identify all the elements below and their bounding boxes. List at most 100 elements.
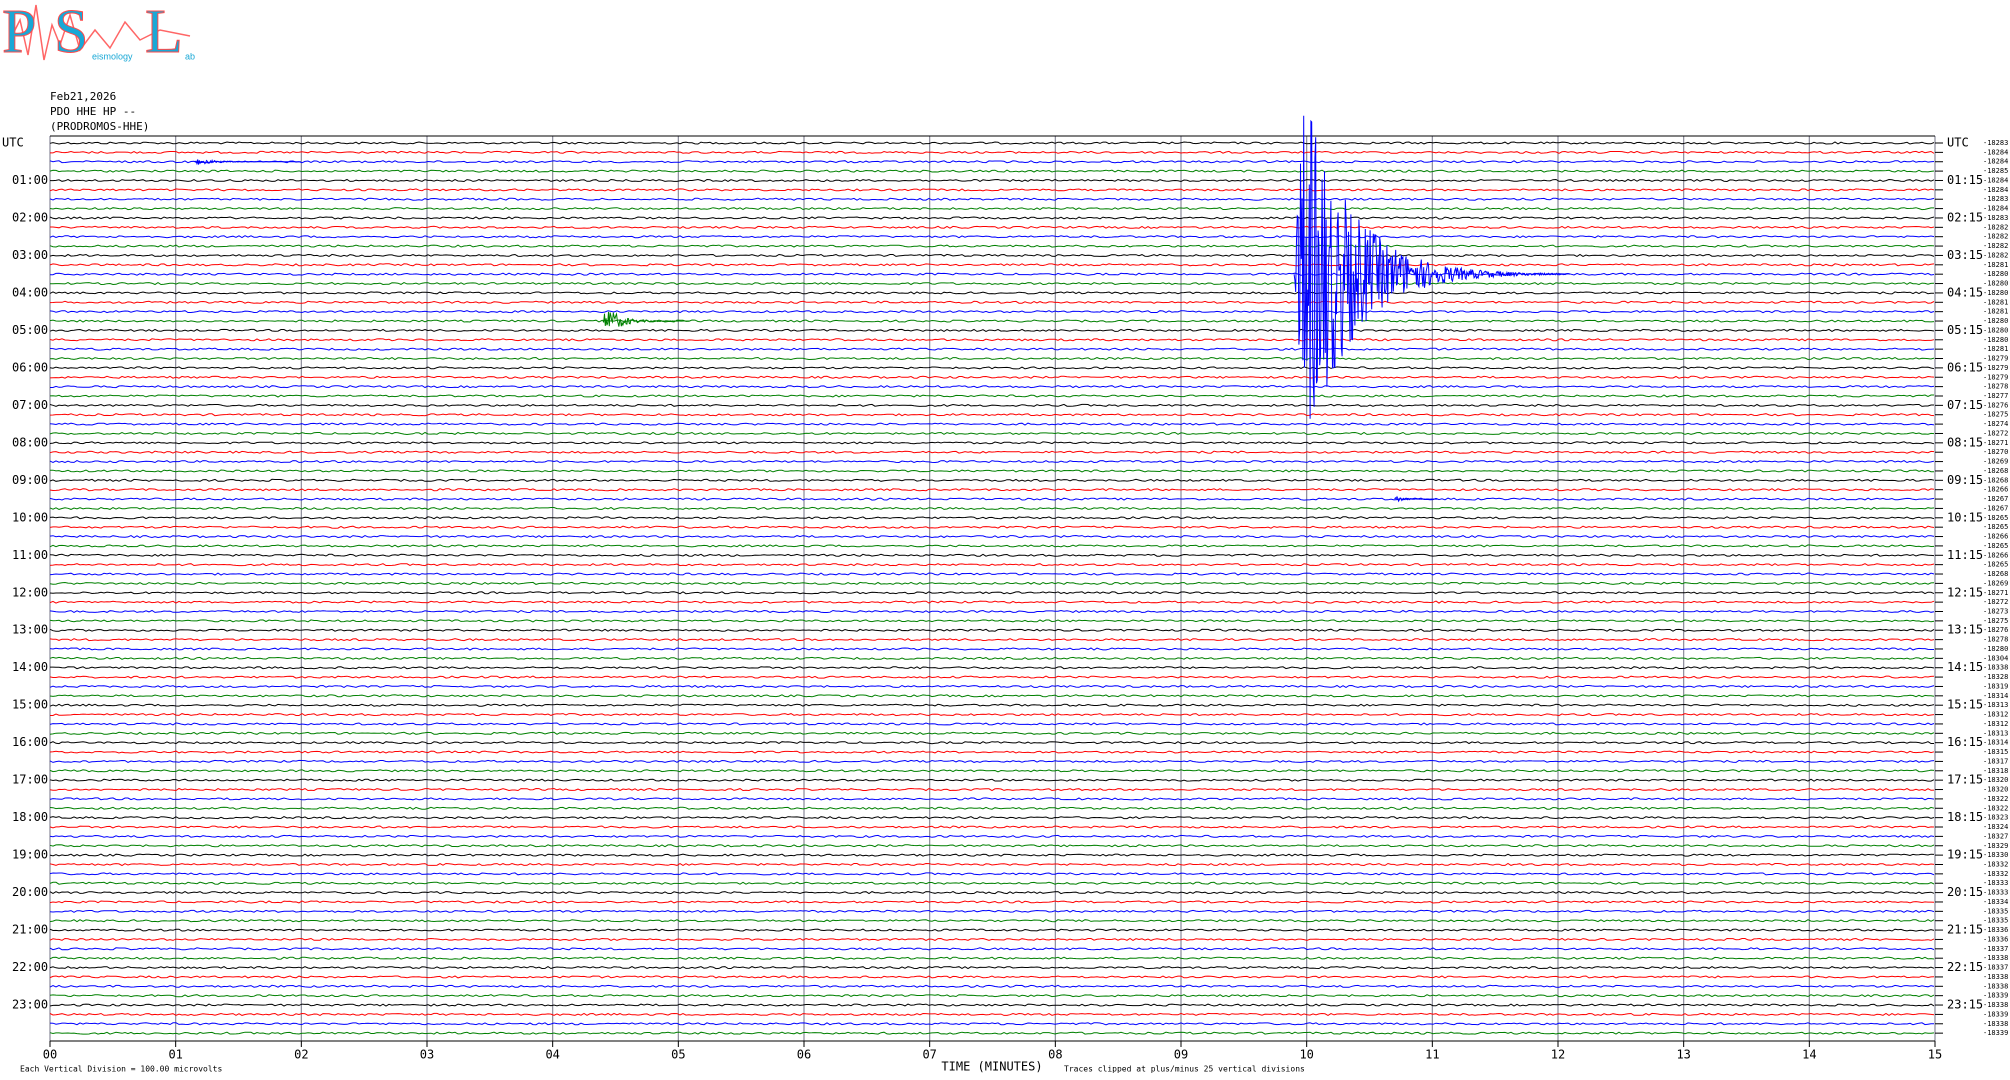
trace	[49, 366, 1935, 370]
trace	[49, 937, 1935, 941]
trace-offset: -18266	[1983, 486, 2008, 494]
trace	[49, 956, 1935, 960]
x-tick-label: 07	[922, 1048, 936, 1062]
trace-offset: -18282	[1983, 251, 2008, 259]
trace-offset: -18333	[1983, 889, 2008, 897]
trace	[49, 300, 1935, 304]
right-time-label: 06:15	[1947, 360, 1983, 374]
x-tick-label: 11	[1425, 1048, 1439, 1062]
right-time-label: 12:15	[1947, 585, 1983, 599]
trace-offset: -18284	[1983, 176, 2008, 184]
right-time-label: 05:15	[1947, 323, 1983, 337]
trace	[49, 797, 1935, 801]
trace	[49, 975, 1935, 979]
trace	[49, 347, 1935, 351]
logo-text: ab	[185, 51, 195, 61]
trace	[50, 272, 1935, 276]
trace	[49, 441, 1935, 445]
trace-offset: -18285	[1983, 167, 2008, 175]
trace	[49, 563, 1935, 567]
trace-offset: -18276	[1983, 626, 2008, 634]
logo-letter: S	[54, 0, 88, 66]
trace-offset: -18333	[1983, 879, 2008, 887]
trace-offset: -18337	[1983, 945, 2008, 953]
left-time-label: 17:00	[12, 773, 48, 787]
trace-offset: -18335	[1983, 907, 2008, 915]
left-time-label: 18:00	[12, 810, 48, 824]
trace-offset: -18284	[1983, 205, 2008, 213]
x-tick-label: 09	[1174, 1048, 1188, 1062]
trace	[49, 853, 1935, 857]
trace-offset: -18265	[1983, 542, 2008, 550]
left-time-label: 09:00	[12, 473, 48, 487]
trace-offset: -18327	[1983, 832, 2008, 840]
left-time-label: 20:00	[12, 885, 48, 899]
left-time-label: 08:00	[12, 435, 48, 449]
left-time-label: 04:00	[12, 285, 48, 299]
trace	[49, 516, 1935, 520]
trace-offset: -18330	[1983, 851, 2008, 859]
trace	[49, 984, 1935, 988]
trace	[49, 460, 1935, 464]
trace-offset: -18266	[1983, 551, 2008, 559]
trace	[49, 628, 1935, 632]
trace-offset: -18279	[1983, 373, 2008, 381]
header-line: PDO HHE HP --	[50, 105, 136, 118]
x-tick-label: 08	[1048, 1048, 1062, 1062]
trace-offset: -18272	[1983, 598, 2008, 606]
right-time-label: 10:15	[1947, 510, 1983, 524]
trace-offset: -18317	[1983, 757, 2008, 765]
left-time-label: 05:00	[12, 323, 48, 337]
left-time-label: 11:00	[12, 548, 48, 562]
left-time-label: 10:00	[12, 510, 48, 524]
trace	[49, 291, 1935, 295]
x-tick-label: 10	[1299, 1048, 1313, 1062]
trace	[49, 750, 1935, 754]
trace-offset: -18283	[1983, 214, 2008, 222]
trace-offset: -18338	[1983, 973, 2008, 981]
right-time-label: 19:15	[1947, 848, 1983, 862]
trace	[50, 150, 1935, 154]
trace-offset: -18318	[1983, 767, 2008, 775]
trace-offset: -18274	[1983, 420, 2008, 428]
trace-offset: -18281	[1983, 345, 2008, 353]
trace-offset: -18284	[1983, 158, 2008, 166]
left-time-label: 23:00	[12, 998, 48, 1012]
trace	[50, 666, 1935, 670]
trace-offset: -18337	[1983, 964, 2008, 972]
trace	[49, 787, 1935, 792]
trace	[49, 656, 1935, 660]
trace	[50, 178, 1935, 183]
trace	[49, 431, 1935, 436]
right-time-label: 11:15	[1947, 548, 1983, 562]
trace	[49, 966, 1935, 970]
trace	[49, 328, 1935, 332]
left-time-label: 19:00	[12, 848, 48, 862]
trace	[49, 310, 1935, 314]
logo-wave	[9, 4, 191, 61]
trace	[49, 488, 1935, 492]
trace	[49, 900, 1935, 904]
trace-offset: -18320	[1983, 786, 2008, 794]
trace	[49, 422, 1935, 426]
trace-offset: -18265	[1983, 523, 2008, 531]
trace	[49, 684, 1935, 689]
x-tick-label: 00	[43, 1048, 57, 1062]
trace	[49, 581, 1935, 585]
x-tick-label: 03	[420, 1048, 434, 1062]
trace-offset: -18268	[1983, 476, 2008, 484]
trace	[49, 694, 1935, 698]
trace	[49, 759, 1935, 764]
trace-offset: -18271	[1983, 439, 2008, 447]
trace	[49, 553, 1935, 557]
trace-offset: -18278	[1983, 383, 2008, 391]
x-tick-label: 15	[1928, 1048, 1942, 1062]
trace-offset: -18268	[1983, 570, 2008, 578]
trace-offset: -18332	[1983, 860, 2008, 868]
trace-offset: -18269	[1983, 579, 2008, 587]
trace	[49, 356, 1935, 361]
trace	[49, 394, 1934, 398]
left-time-label: 16:00	[12, 735, 48, 749]
trace-offset: -18282	[1983, 233, 2008, 241]
